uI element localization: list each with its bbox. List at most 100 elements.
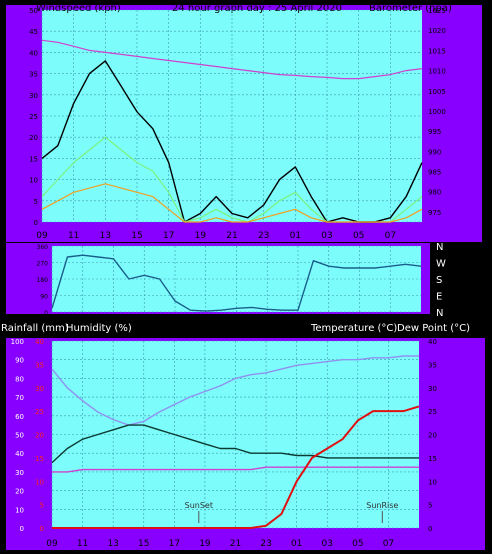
rain-y-tick: 35 [35, 361, 44, 369]
wind-x-tick: 05 [353, 231, 364, 241]
rain-axis-title: Rainfall (mm) [1, 323, 69, 334]
baro-y-tick: 975 [428, 209, 441, 217]
baro-axis-title: Barometer (hpa) [369, 3, 452, 14]
baro-y-tick: 995 [428, 128, 441, 136]
humidity-y-tick: 60 [15, 413, 24, 421]
temp-y-tick: 5 [428, 502, 432, 510]
wind-x-tick: 15 [131, 231, 142, 241]
humidity-y-tick: 80 [15, 375, 24, 383]
wind-y-tick: 45 [29, 28, 38, 36]
bottom-x-tick: 09 [46, 539, 58, 549]
chart-title: 24 hour graph day : 25 April 2020 [172, 3, 342, 14]
dir-compass-tick: E [436, 292, 442, 303]
humidity-y-tick: 10 [15, 506, 24, 514]
wind-y-tick: 15 [29, 155, 38, 163]
baro-y-tick: 1005 [428, 88, 446, 96]
bottom-x-tick: 13 [107, 539, 118, 549]
rain-y-tick: 0 [40, 525, 44, 533]
baro-y-tick: 985 [428, 169, 441, 177]
temperature-line [51, 424, 419, 464]
wind-y-tick: 5 [34, 198, 38, 206]
baro-y-tick: 980 [428, 189, 441, 197]
rain-line [52, 405, 420, 529]
humidity-y-tick: 50 [15, 432, 24, 440]
rain-y-tick: 25 [35, 408, 44, 416]
dir-left-tick: 90 [40, 294, 48, 301]
wind-x-tick: 21 [226, 231, 237, 241]
temp-y-tick: 10 [428, 478, 437, 486]
temp-y-tick: 0 [428, 525, 432, 533]
bottom-x-tick: 07 [383, 539, 394, 549]
wind-x-tick: 23 [258, 231, 269, 241]
wind-x-tick: 19 [195, 231, 207, 241]
temp-y-tick: 20 [428, 432, 437, 440]
sunset-label: SunSet [185, 501, 213, 510]
rain-y-tick: 15 [35, 455, 44, 463]
wind-y-tick: 35 [29, 71, 38, 79]
bottom-x-tick: 05 [352, 539, 363, 549]
dewpoint-axis-title: Dew Point (°C) [397, 323, 470, 334]
bottom-x-tick: 11 [77, 539, 88, 549]
wind-x-tick: 01 [290, 231, 301, 241]
bottom-x-tick: 19 [199, 539, 211, 549]
wind-axis-title: Windspeed (kph) [36, 3, 121, 14]
wind-y-tick: 20 [29, 134, 38, 142]
bottom-x-tick: 01 [291, 539, 302, 549]
temperature-axis-title: Temperature (°C) [310, 323, 397, 334]
humidity-y-tick: 20 [15, 488, 24, 496]
temp-y-tick: 40 [428, 338, 437, 346]
baro-y-tick: 1015 [428, 47, 446, 55]
wind-y-tick: 40 [29, 49, 38, 57]
sunrise-label: SunRise [366, 501, 398, 510]
wind-x-tick: 09 [36, 231, 48, 241]
humidity-y-tick: 40 [15, 450, 24, 458]
wind-y-tick: 10 [29, 177, 38, 185]
rain-y-tick: 40 [35, 338, 44, 346]
dir-left-tick: 0 [44, 310, 48, 317]
humidity-axis-title: Humidity (%) [66, 323, 132, 334]
temp-y-tick: 30 [428, 385, 437, 393]
baro-y-tick: 1010 [428, 68, 446, 76]
wind-x-tick: 17 [163, 231, 174, 241]
grid-lines [41, 9, 422, 529]
dewpoint-line [52, 466, 419, 473]
wind-y-tick: 0 [34, 219, 38, 227]
baro-y-tick: 1000 [428, 108, 446, 116]
baro-y-tick: 1025 [428, 7, 446, 15]
wind-x-tick: 07 [385, 231, 396, 241]
dir-compass-tick: N [436, 242, 443, 253]
dir-left-tick: 180 [37, 277, 49, 284]
wind-y-tick: 50 [29, 7, 38, 15]
bottom-x-tick: 15 [138, 539, 149, 549]
humidity-line [51, 355, 419, 426]
bottom-x-tick: 17 [169, 539, 180, 549]
humidity-y-tick: 70 [15, 394, 24, 402]
direction-line [51, 254, 422, 312]
rain-y-tick: 10 [35, 478, 44, 486]
temp-y-tick: 25 [428, 408, 437, 416]
series-lines [41, 39, 423, 529]
temp-y-tick: 15 [428, 455, 437, 463]
dir-compass-tick: S [436, 275, 442, 286]
humidity-y-tick: 0 [20, 525, 24, 533]
dir-left-tick: 270 [37, 261, 49, 268]
bottom-x-tick: 23 [260, 539, 271, 549]
dir-compass-tick: N [436, 308, 443, 319]
humidity-y-tick: 90 [15, 357, 24, 365]
rain-y-tick: 20 [35, 432, 44, 440]
bottom-x-tick: 21 [230, 539, 241, 549]
tick-labels: 0510152025303540455097598098599099510001… [11, 7, 446, 549]
wind-x-tick: 03 [321, 231, 332, 241]
humidity-y-tick: 100 [11, 338, 24, 346]
wind-x-tick: 13 [100, 231, 111, 241]
dir-compass-tick: W [436, 259, 446, 270]
dir-left-tick: 360 [37, 244, 49, 251]
baro-y-tick: 1020 [428, 27, 446, 35]
baro-y-tick: 990 [428, 148, 441, 156]
rain-y-tick: 5 [40, 502, 44, 510]
wind-x-tick: 11 [68, 231, 79, 241]
annotations: SunSet SunRise [185, 501, 398, 523]
bottom-x-tick: 03 [322, 539, 333, 549]
barometer-line [41, 39, 423, 80]
